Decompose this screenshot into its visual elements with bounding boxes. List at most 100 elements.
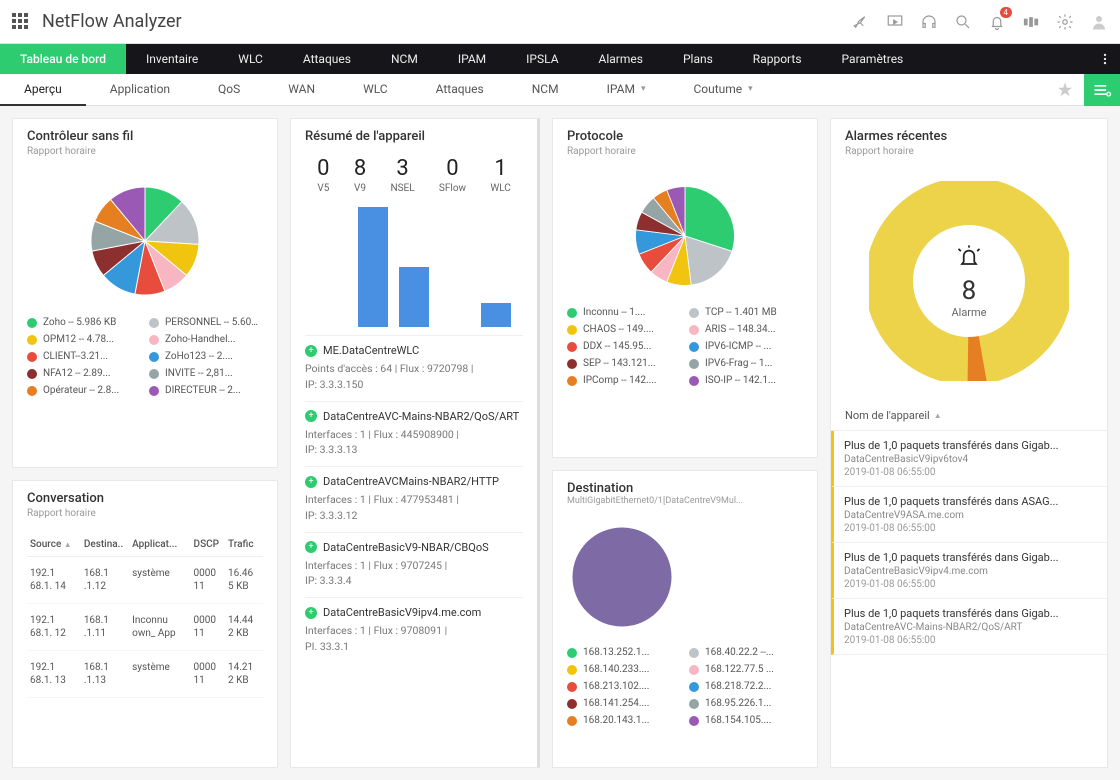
card-subtitle: Rapport horaire bbox=[845, 146, 1093, 157]
protocol-pie-chart bbox=[630, 181, 740, 291]
main-nav-tab[interactable]: NCM bbox=[371, 44, 438, 74]
wireless-pie-chart bbox=[85, 181, 205, 301]
card-subtitle: Rapport horaire bbox=[27, 508, 263, 519]
alarm-list: Plus de 1,0 paquets transférés dans Giga… bbox=[831, 431, 1107, 767]
sub-nav-tab[interactable]: WLC bbox=[339, 74, 412, 106]
expand-icon[interactable]: + bbox=[305, 607, 317, 619]
sub-nav-tab[interactable]: QoS bbox=[194, 74, 264, 106]
legend-item: 168.154.105.... bbox=[689, 715, 803, 726]
main-nav-tab[interactable]: Tableau de bord bbox=[0, 44, 126, 74]
sub-nav-tab[interactable]: NCM bbox=[508, 74, 583, 106]
device-item[interactable]: +DataCentreAVCMains-NBAR2/HTTPInterfaces… bbox=[305, 466, 523, 532]
main-nav-tab[interactable]: WLC bbox=[218, 44, 283, 74]
sub-nav: AperçuApplicationQoSWANWLCAttaquesNCMIPA… bbox=[0, 74, 1120, 106]
alarm-item[interactable]: Plus de 1,0 paquets transférés dans Giga… bbox=[831, 599, 1107, 655]
alarm-count: 8 bbox=[951, 276, 986, 306]
device-stats: 0V58V93NSEL0SFlow1WLC bbox=[305, 148, 523, 206]
headset-icon[interactable] bbox=[920, 13, 938, 31]
card-title: Destination bbox=[567, 481, 803, 496]
app-title: NetFlow Analyzer bbox=[42, 11, 182, 32]
wireless-legend: Zoho -- 5.986 KBPERSONNEL -- 5.607...OPM… bbox=[27, 317, 263, 396]
notifications-icon[interactable]: 4 bbox=[988, 13, 1006, 31]
alarm-list-header[interactable]: Nom de l'appareil ▲ bbox=[831, 401, 1107, 431]
legend-item: 168.218.72.2... bbox=[689, 681, 803, 692]
table-header[interactable]: DSCP bbox=[191, 533, 226, 557]
bar bbox=[399, 267, 429, 327]
table-row[interactable]: 192.1 68.1. 14168.1 .1.12système0000 111… bbox=[27, 557, 263, 604]
expand-icon[interactable]: + bbox=[305, 541, 317, 553]
stat: 0V5 bbox=[317, 156, 329, 194]
legend-item: INVITÉ -- 2,81... bbox=[149, 368, 263, 379]
sub-nav-tab[interactable]: IPAM▾ bbox=[583, 74, 670, 106]
main-nav-tab[interactable]: Alarmes bbox=[579, 44, 663, 74]
alarm-donut: 8 Alarme bbox=[831, 161, 1107, 401]
alarm-item[interactable]: Plus de 1,0 paquets transférés dans Giga… bbox=[831, 431, 1107, 487]
app-launcher-icon[interactable] bbox=[12, 13, 30, 31]
recent-alarms-card: Alarmes récentes Rapport horaire 8 Alarm… bbox=[830, 118, 1108, 768]
protocol-card: Protocole Rapport horaire Inconnu -- 1..… bbox=[552, 118, 818, 458]
alarm-item[interactable]: Plus de 1,0 paquets transférés dans Giga… bbox=[831, 543, 1107, 599]
table-header[interactable]: Source ▲ bbox=[27, 533, 81, 557]
sort-icon: ▲ bbox=[934, 411, 942, 420]
legend-item: 168.213.102.... bbox=[567, 681, 681, 692]
device-item[interactable]: +DataCentreBasicV9-NBAR/CBQoSInterfaces … bbox=[305, 532, 523, 598]
sub-nav-tab[interactable]: WAN bbox=[264, 74, 339, 106]
card-subtitle: MultiGigabitEthernet0/1[DataCentreV9Mul.… bbox=[567, 496, 803, 506]
wireless-controller-card: Contrôleur sans fil Rapport horaire Zoho… bbox=[12, 118, 278, 468]
search-icon[interactable] bbox=[954, 13, 972, 31]
card-title: Résumé de l'appareil bbox=[305, 129, 523, 144]
main-nav-tab[interactable]: Attaques bbox=[283, 44, 371, 74]
protocol-legend: Inconnu -- 1....TCP -- 1.401 MBCHAOS -- … bbox=[567, 307, 803, 386]
table-header[interactable]: Destina.. bbox=[81, 533, 129, 557]
table-row[interactable]: 192.1 68.1. 13168.1 .1.13système0000 111… bbox=[27, 651, 263, 698]
legend-item: NFA12 -- 2.89... bbox=[27, 368, 141, 379]
gear-icon[interactable] bbox=[1056, 13, 1074, 31]
card-title: Alarmes récentes bbox=[845, 129, 1093, 144]
alarm-count-label: Alarme bbox=[951, 306, 986, 319]
widgets-icon[interactable] bbox=[1022, 13, 1040, 31]
main-nav-tab[interactable]: Inventaire bbox=[126, 44, 218, 74]
bar bbox=[481, 303, 511, 327]
table-header[interactable]: Applicat... bbox=[129, 533, 190, 557]
stat: 3NSEL bbox=[390, 156, 414, 194]
favorite-icon[interactable] bbox=[1056, 81, 1074, 99]
legend-item: DDX -- 145.95... bbox=[567, 341, 681, 352]
legend-item: ZoHo123 -- 2.... bbox=[149, 351, 263, 362]
main-nav-tab[interactable]: Paramètres bbox=[822, 44, 924, 74]
main-nav-tab[interactable]: IPSLA bbox=[506, 44, 578, 74]
device-item[interactable]: +ME.DataCentreWLCPoints d'accès : 64 | F… bbox=[305, 336, 523, 401]
card-subtitle: Rapport horaire bbox=[567, 146, 803, 157]
alarm-item[interactable]: Plus de 1,0 paquets transférés dans ASAG… bbox=[831, 487, 1107, 543]
device-item[interactable]: +DataCentreAVC-Mains-NBAR2/QoS/ARTInterf… bbox=[305, 401, 523, 467]
sub-nav-tab[interactable]: Attaques bbox=[412, 74, 508, 106]
main-nav: Tableau de bordInventaireWLCAttaquesNCMI… bbox=[0, 44, 1120, 74]
legend-item: 168.141.254.... bbox=[567, 698, 681, 709]
top-bar: NetFlow Analyzer 4 bbox=[0, 0, 1120, 44]
expand-icon[interactable]: + bbox=[305, 410, 317, 422]
legend-item: Zoho -- 5.986 KB bbox=[27, 317, 141, 328]
device-item[interactable]: +DataCentreBasicV9ipv4.me.comInterfaces … bbox=[305, 597, 523, 663]
notification-badge: 4 bbox=[1000, 7, 1013, 18]
rocket-icon[interactable] bbox=[852, 13, 870, 31]
topbar-actions: 4 bbox=[852, 13, 1108, 31]
expand-icon[interactable]: + bbox=[305, 476, 317, 488]
sub-nav-tab[interactable]: Application bbox=[86, 74, 194, 106]
expand-icon[interactable]: + bbox=[305, 345, 317, 357]
add-widget-button[interactable] bbox=[1084, 74, 1120, 106]
table-row[interactable]: 192.1 68.1. 12168.1 .1.11Inconnu own_ Ap… bbox=[27, 604, 263, 651]
main-nav-tab[interactable]: Rapports bbox=[733, 44, 822, 74]
user-icon[interactable] bbox=[1090, 13, 1108, 31]
presentation-icon[interactable] bbox=[886, 13, 904, 31]
conversation-card: Conversation Rapport horaire Source ▲Des… bbox=[12, 480, 278, 768]
sub-nav-tab[interactable]: Coutume▾ bbox=[669, 74, 776, 106]
destination-legend: 168.13.252.1...168.40.22.2 --...168.140.… bbox=[567, 647, 803, 726]
legend-item: PERSONNEL -- 5.607... bbox=[149, 317, 263, 328]
table-header[interactable]: Trafic bbox=[225, 533, 263, 557]
main-nav-tab[interactable]: Plans bbox=[663, 44, 733, 74]
sub-nav-tab[interactable]: Aperçu bbox=[0, 74, 86, 106]
legend-item: SEP -- 143.121... bbox=[567, 358, 681, 369]
legend-item: Inconnu -- 1.... bbox=[567, 307, 681, 318]
main-nav-tab[interactable]: IPAM bbox=[438, 44, 506, 74]
legend-item: 168.140.233.... bbox=[567, 664, 681, 675]
nav-overflow-icon[interactable] bbox=[1098, 52, 1112, 66]
